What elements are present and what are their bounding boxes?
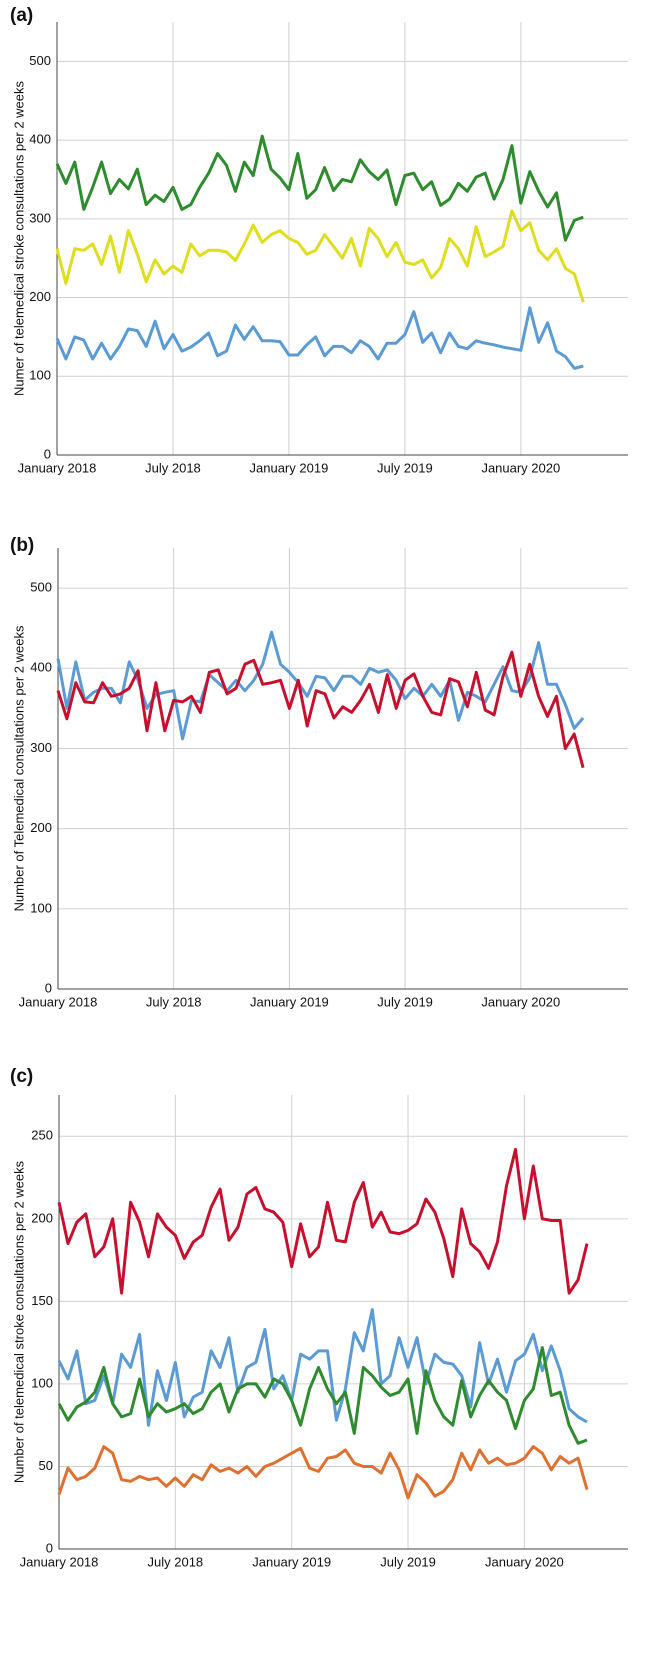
y-tick-label: 500 <box>29 53 51 68</box>
y-axis-title: Number of telemedical stroke consultatio… <box>11 1160 26 1483</box>
x-tick-label: July 2019 <box>377 460 433 475</box>
y-tick-label: 250 <box>31 1128 53 1143</box>
x-tick-label: January 2019 <box>250 994 329 1009</box>
y-axis-title: Number of Telemedical consultations per … <box>11 625 26 911</box>
x-tick-label: January 2019 <box>252 1554 331 1569</box>
y-tick-label: 100 <box>29 368 51 383</box>
x-tick-label: January 2020 <box>481 460 560 475</box>
y-tick-label: 200 <box>31 1210 53 1225</box>
x-tick-label: July 2018 <box>146 994 202 1009</box>
y-axis-title: Numer of telemedical stroke consultation… <box>11 80 26 396</box>
series-line <box>57 1445 589 1500</box>
x-tick-label: January 2018 <box>20 1554 99 1569</box>
x-tick-label: January 2018 <box>18 460 97 475</box>
y-tick-label: 150 <box>31 1293 53 1308</box>
series-line <box>56 630 585 741</box>
y-tick-label: 500 <box>30 580 52 595</box>
series-line <box>56 650 585 769</box>
y-tick-label: 100 <box>30 900 52 915</box>
y-tick-label: 0 <box>46 1540 53 1555</box>
series-line <box>57 1148 589 1295</box>
y-tick-label: 100 <box>31 1375 53 1390</box>
y-tick-label: 200 <box>29 289 51 304</box>
x-tick-label: January 2020 <box>485 1554 564 1569</box>
y-tick-label: 400 <box>29 132 51 147</box>
x-tick-label: July 2019 <box>377 994 433 1009</box>
y-tick-label: 200 <box>30 820 52 835</box>
series-line <box>55 134 584 242</box>
y-tick-label: 400 <box>30 660 52 675</box>
panel-label: (a) <box>10 5 33 26</box>
x-tick-label: January 2018 <box>19 994 98 1009</box>
y-tick-label: 0 <box>44 446 51 461</box>
x-tick-label: July 2018 <box>145 460 201 475</box>
x-tick-label: January 2020 <box>481 994 560 1009</box>
y-tick-label: 300 <box>29 210 51 225</box>
y-tick-label: 0 <box>45 980 52 995</box>
y-tick-label: 50 <box>39 1458 53 1473</box>
series-line <box>55 209 585 303</box>
x-tick-label: January 2019 <box>250 460 329 475</box>
series-line <box>55 306 584 370</box>
y-tick-label: 300 <box>30 740 52 755</box>
x-tick-label: July 2019 <box>380 1554 436 1569</box>
panel-label: (b) <box>10 535 34 556</box>
panel-label: (c) <box>10 1066 33 1087</box>
series-line <box>57 1346 588 1445</box>
x-tick-label: July 2018 <box>148 1554 204 1569</box>
